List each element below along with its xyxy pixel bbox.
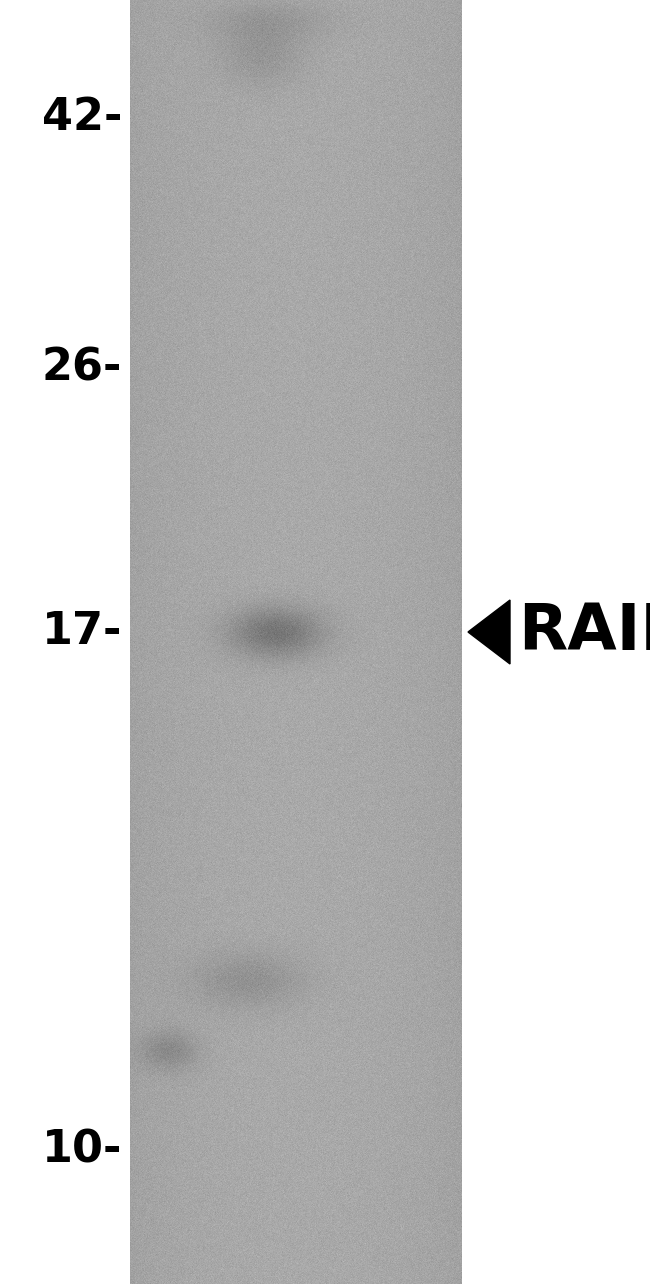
Text: 42-: 42- [42,96,122,140]
Text: 26-: 26- [42,347,122,389]
Polygon shape [468,600,510,664]
Text: 17-: 17- [42,610,122,654]
Text: 10-: 10- [42,1129,122,1171]
Text: RAIDD: RAIDD [518,601,650,663]
